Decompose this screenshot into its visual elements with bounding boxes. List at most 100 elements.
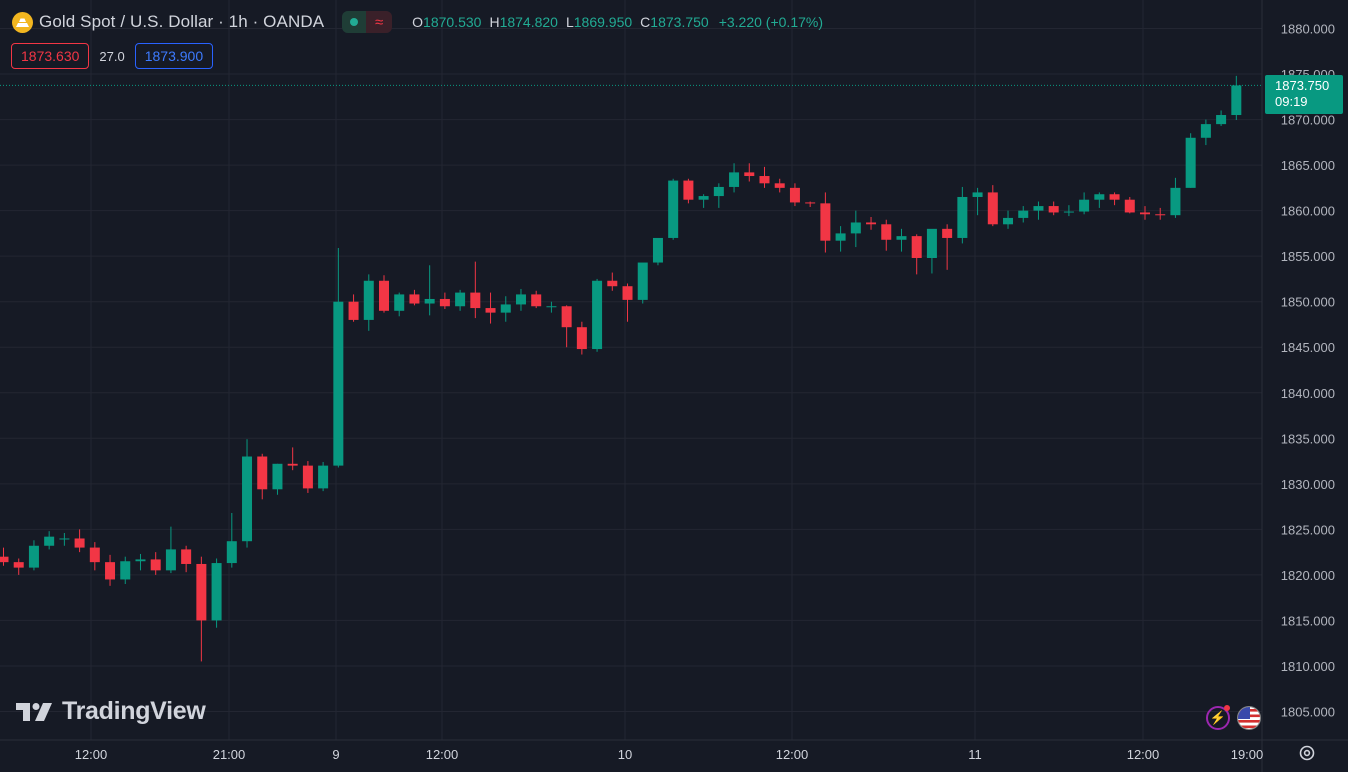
low-label: L <box>565 14 574 30</box>
candle-body <box>135 559 146 562</box>
us-flag-icon[interactable] <box>1237 706 1261 730</box>
candle <box>957 186 968 244</box>
candle-body <box>1033 206 1044 211</box>
price-tick-label: 1865.000 <box>1281 158 1335 173</box>
candle-body <box>683 180 694 200</box>
candle <box>896 228 907 252</box>
bolt-icon[interactable]: ⚡ <box>1206 705 1230 730</box>
candle <box>1094 192 1105 208</box>
time-tick-label: 19:00 <box>1231 747 1264 762</box>
candle <box>683 178 694 204</box>
candle-body <box>546 306 557 308</box>
candle-body <box>805 202 816 204</box>
candle-body <box>957 196 968 238</box>
gold-coin-icon <box>12 11 33 33</box>
candle <box>226 512 237 568</box>
market-status-pill[interactable]: ≈ <box>342 11 393 33</box>
sell-button[interactable]: 1873.630 <box>11 43 90 69</box>
candle <box>455 289 466 311</box>
candle <box>515 288 526 311</box>
candle <box>1124 196 1135 214</box>
candle <box>439 292 450 309</box>
wave-icon: ≈ <box>366 11 393 33</box>
candle-body <box>348 301 359 320</box>
candle <box>668 178 679 240</box>
candle-body <box>911 236 922 258</box>
candle <box>1155 207 1166 220</box>
candle-body <box>272 463 283 490</box>
candle <box>28 540 39 571</box>
candle-body <box>1124 199 1135 213</box>
candle-body <box>531 294 542 307</box>
price-tick-label: 1855.000 <box>1281 249 1335 264</box>
candle <box>379 275 389 313</box>
candle-body <box>363 280 374 320</box>
candle <box>318 461 329 492</box>
candle-body <box>1155 214 1166 216</box>
candle-body <box>439 298 450 307</box>
candle-body <box>881 224 892 240</box>
candle <box>257 453 268 500</box>
candle <box>607 272 618 291</box>
candle <box>120 556 131 585</box>
candle <box>774 178 785 193</box>
candle <box>1170 177 1181 218</box>
candle <box>409 289 420 306</box>
candle-body <box>89 547 100 563</box>
candle-body <box>789 187 800 203</box>
price-tick-label: 1845.000 <box>1281 340 1335 355</box>
candle <box>1216 110 1227 126</box>
candle <box>363 274 374 331</box>
candle-body <box>394 294 405 311</box>
candle <box>881 219 892 251</box>
buy-button[interactable]: 1873.900 <box>134 43 214 69</box>
candle <box>561 305 572 348</box>
candle <box>394 292 405 317</box>
candle <box>942 224 953 270</box>
candle <box>820 192 831 253</box>
price-axis[interactable]: 1805.000 1810.000 1815.000 1820.000 1825.000… <box>1281 22 1335 720</box>
tradingview-logo[interactable]: TradingView <box>16 697 206 726</box>
trade-panel: 1873.630 27.0 1873.900 <box>11 43 214 69</box>
last-price-label: 1873.750 09:19 <box>1265 75 1343 114</box>
price-tick-label: 1805.000 <box>1281 705 1335 720</box>
candle <box>333 247 344 468</box>
candle-body <box>59 538 70 540</box>
candle-body <box>500 304 511 313</box>
candle-body <box>13 562 24 568</box>
candle <box>424 265 435 316</box>
candle-body <box>379 280 389 311</box>
candle-body <box>850 222 861 234</box>
symbol-title[interactable]: Gold Spot / U.S. Dollar · 1h · OANDA <box>39 12 325 31</box>
chart-header: Gold Spot / U.S. Dollar · 1h · OANDA ≈ O… <box>12 11 823 33</box>
candle <box>1018 206 1029 223</box>
candle <box>165 526 176 574</box>
candle-body <box>1063 211 1074 213</box>
candles <box>0 75 1242 662</box>
brand-name: TradingView <box>62 697 206 725</box>
time-tick-label: 12:00 <box>1127 747 1160 762</box>
price-tick-label: 1860.000 <box>1281 204 1335 219</box>
settings-gear-icon[interactable] <box>1297 743 1317 763</box>
candle <box>1140 206 1150 220</box>
candle-body <box>744 172 755 177</box>
candle-body <box>150 559 161 571</box>
high-value: 1874.820 <box>499 14 558 30</box>
candle <box>44 531 55 550</box>
candle <box>987 185 998 227</box>
candle <box>348 294 359 322</box>
candle-body <box>607 280 618 287</box>
bar-countdown: 09:19 <box>1275 94 1308 109</box>
candle <box>1048 201 1059 216</box>
candle-body <box>44 536 55 546</box>
candle <box>1063 205 1074 217</box>
candle <box>135 553 146 571</box>
candle-body <box>652 237 663 263</box>
candle-body <box>576 327 587 350</box>
tradingview-logo-icon <box>16 702 52 721</box>
candle-body <box>1170 187 1181 216</box>
time-axis[interactable]: 12:00 21:00 9 12:00 10 12:00 11 12:00 19:00 <box>75 747 1264 762</box>
candle-body <box>74 538 85 548</box>
time-tick-label: 12:00 <box>426 747 459 762</box>
